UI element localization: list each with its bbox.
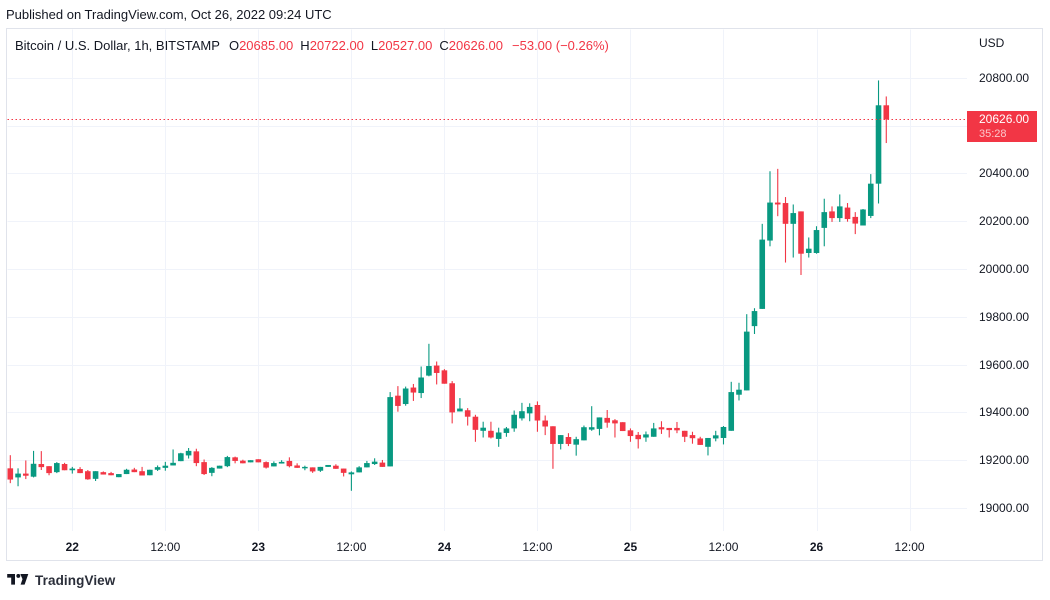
high-label: H xyxy=(300,38,310,53)
tradingview-branding[interactable]: TradingView xyxy=(7,574,115,587)
time-axis-label: 24 xyxy=(437,540,452,554)
price-axis-label: 19200.00 xyxy=(979,453,1030,468)
last-price-value: 20626.00 xyxy=(979,112,1030,127)
time-axis-label: 12:00 xyxy=(522,540,553,554)
time-axis-label: 23 xyxy=(251,540,266,554)
symbol-title[interactable]: Bitcoin / U.S. Dollar, 1h, BITSTAMP xyxy=(15,38,220,53)
price-axis-label: 19800.00 xyxy=(979,309,1030,324)
price-axis-label: 20400.00 xyxy=(979,166,1030,181)
time-axis-label: 12:00 xyxy=(894,540,925,554)
chart-frame xyxy=(6,28,1043,561)
legend-high: H20722.00 xyxy=(300,38,364,53)
price-axis-label: 19600.00 xyxy=(979,357,1030,372)
legend-low: L20527.00 xyxy=(371,38,432,53)
price-axis-label: 20000.00 xyxy=(979,262,1030,276)
chart-legend[interactable]: Bitcoin / U.S. Dollar, 1h, BITSTAMP O206… xyxy=(15,38,609,53)
legend-change: −53.00 (−0.26%) xyxy=(512,38,609,53)
price-axis-label: 19000.00 xyxy=(979,501,1030,515)
time-axis-label: 12:00 xyxy=(708,540,739,554)
legend-open: O20685.00 xyxy=(229,38,293,53)
low-label: L xyxy=(370,38,379,53)
time-axis-label: 12:00 xyxy=(150,540,181,554)
open-label: O xyxy=(228,38,240,53)
time-axis-label: 22 xyxy=(65,540,79,554)
last-price-badge: 20626.00 35:28 xyxy=(967,111,1037,143)
close-label: C xyxy=(439,38,449,53)
tradingview-logo-text: TradingView xyxy=(35,573,116,588)
time-axis-label: 12:00 xyxy=(336,540,367,554)
price-axis-label: 20800.00 xyxy=(979,70,1030,85)
published-caption: Published on TradingView.com, Oct 26, 20… xyxy=(6,7,332,22)
high-value: 20722.00 xyxy=(309,38,364,53)
tradingview-logo-icon xyxy=(7,574,29,585)
price-axis-label: 20200.00 xyxy=(979,214,1030,229)
close-value: 20626.00 xyxy=(448,38,504,53)
low-value: 20527.00 xyxy=(378,38,433,53)
price-axis-label: 19400.00 xyxy=(979,405,1030,420)
price-axis-currency: USD xyxy=(979,36,1005,50)
time-axis-label: 25 xyxy=(623,540,638,554)
legend-close: C20626.00 xyxy=(439,38,503,53)
bar-countdown: 35:28 xyxy=(979,128,1007,141)
time-axis-label: 26 xyxy=(809,540,824,554)
open-value: 20685.00 xyxy=(239,38,294,53)
